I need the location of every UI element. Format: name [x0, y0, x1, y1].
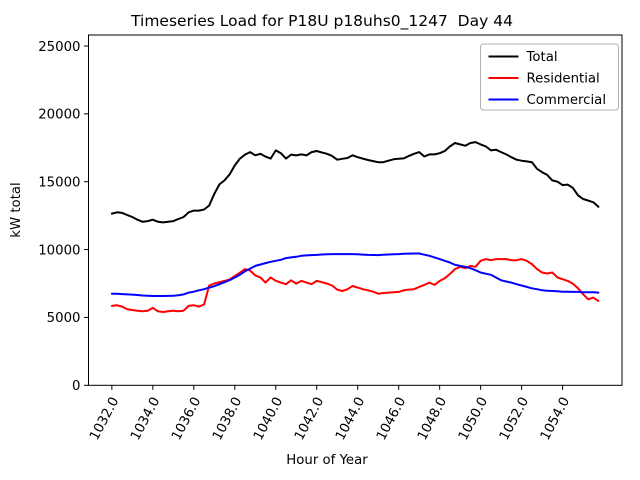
x-tick-label: 1048.0	[415, 395, 450, 443]
line-commercial	[110, 252, 600, 297]
legend-label-total: Total	[526, 50, 558, 65]
legend-box	[480, 43, 619, 111]
y-axis-label: kW total	[9, 182, 24, 237]
x-tick-label: 1034.0	[128, 395, 163, 443]
axes-frame	[88, 34, 623, 386]
x-tick-label: 1044.0	[333, 395, 368, 443]
legend-label-residential: Residential	[527, 72, 600, 87]
x-tick-label: 1046.0	[374, 395, 409, 443]
x-tick-label: 1040.0	[251, 395, 286, 443]
y-axis-ticks: 0 5000 10000 15000 20000 25000	[38, 40, 89, 394]
y-tick-label: 5000	[47, 311, 81, 326]
x-tick-label: 1054.0	[538, 395, 573, 443]
legend: Total Residential Commercial	[480, 43, 619, 111]
y-tick-label: 25000	[38, 40, 80, 55]
data-lines	[110, 141, 600, 313]
x-tick-label: 1036.0	[169, 395, 204, 443]
y-tick-label: 0	[72, 379, 80, 394]
y-tick-label: 15000	[38, 176, 80, 191]
chart-title: Timeseries Load for P18U p18uhs0_1247 Da…	[130, 12, 513, 31]
x-axis-ticks: 1032.0 1034.0 1036.0 1038.0 1040.0 1042.0 1044…	[87, 385, 573, 443]
x-axis-label: Hour of Year	[286, 453, 368, 468]
line-residential	[110, 258, 600, 313]
x-tick-label: 1042.0	[292, 395, 327, 443]
x-tick-label: 1050.0	[456, 395, 491, 443]
x-tick-label: 1038.0	[210, 395, 245, 443]
line-total	[110, 141, 600, 224]
y-tick-label: 20000	[38, 108, 80, 123]
y-tick-label: 10000	[38, 243, 80, 258]
x-tick-label: 1052.0	[497, 395, 532, 443]
legend-label-commercial: Commercial	[527, 93, 607, 108]
x-tick-label: 1032.0	[87, 395, 122, 443]
